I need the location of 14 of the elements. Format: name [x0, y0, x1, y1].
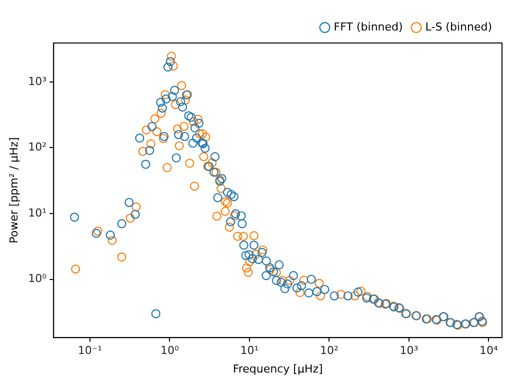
y-tick-label: 10⁰ — [28, 272, 48, 286]
x-tick-label: 10³ — [400, 344, 418, 358]
x-tick-label: 10⁴ — [479, 344, 498, 358]
legend-label: FFT (binned) — [334, 20, 403, 34]
x-tick-label: 10⁻¹ — [78, 344, 102, 358]
y-tick-label: 10² — [28, 140, 47, 154]
y-tick-label: 10³ — [28, 74, 47, 88]
x-tick-label: 10¹ — [240, 344, 259, 358]
x-tick-label: 10² — [320, 344, 338, 358]
x-axis-title: Frequency [μHz] — [232, 362, 323, 376]
y-axis-title: Power [ppm² / μHz] — [7, 137, 20, 244]
x-tick-label: 10⁰ — [160, 344, 180, 358]
legend-label: L-S (binned) — [425, 20, 492, 34]
y-tick-label: 10¹ — [28, 206, 47, 220]
